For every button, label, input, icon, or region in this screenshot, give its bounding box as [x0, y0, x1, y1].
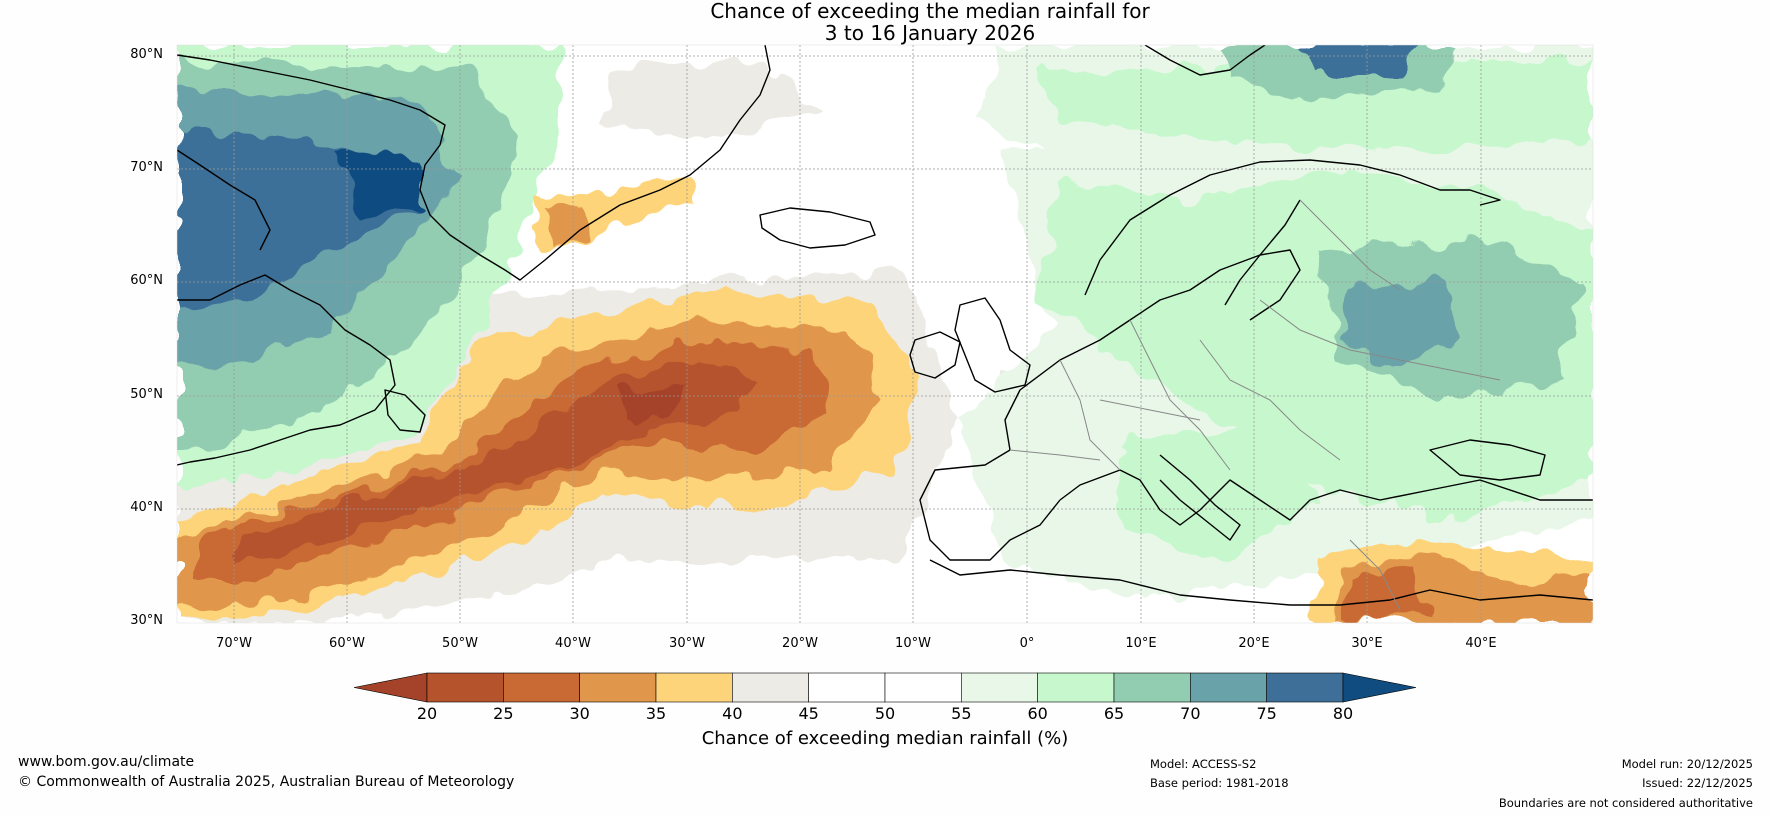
coast-africa-north	[929, 559, 1593, 606]
colorbar-tick-80: 80	[1332, 704, 1354, 723]
lon-label-30e: 30°E	[1351, 636, 1383, 651]
lon-label-20w: 20°W	[782, 636, 818, 651]
colorbar-label: Chance of exceeding median rainfall (%)	[701, 728, 1069, 749]
lat-label-80n: 80°N	[130, 47, 163, 62]
footer-copyright: © Commonwealth of Australia 2025, Austra…	[18, 774, 515, 790]
region-blue-arctic	[1300, 45, 1420, 75]
graticule	[177, 45, 1593, 623]
footer-model-run: Model run: 20/12/2025	[1621, 757, 1753, 771]
region-brown-africa	[1340, 565, 1430, 623]
region-darkblue-west	[340, 150, 420, 215]
title-line-1: Chance of exceeding the median rainfall …	[710, 0, 1150, 23]
title-line-2: 3 to 16 January 2026	[824, 21, 1036, 45]
region-bluegrey-east	[1340, 280, 1460, 370]
coast-baffin	[177, 149, 271, 251]
lat-label-70n: 70°N	[130, 160, 163, 175]
region-orange-greenland	[545, 205, 590, 245]
colorbar-tick-35: 35	[645, 704, 667, 723]
coast-blacksea	[1429, 439, 1546, 481]
coast-sweden	[1224, 199, 1301, 306]
colorbar-tick-65: 65	[1103, 704, 1125, 723]
colorbar-tick-75: 75	[1256, 704, 1277, 723]
colorbar-tick-50: 50	[874, 704, 896, 723]
colorbar-tick-60: 60	[1027, 704, 1048, 723]
footer-website[interactable]: www.bom.gov.au/climate	[18, 754, 195, 770]
lon-label-10w: 10°W	[895, 636, 931, 651]
region-grey-north	[600, 60, 820, 140]
coastlines	[177, 45, 1593, 606]
coast-italy	[1159, 454, 1241, 541]
lat-label-60n: 60°N	[130, 273, 163, 288]
lat-label-40n: 40°N	[130, 500, 163, 515]
coast-med-north	[1059, 469, 1593, 526]
lon-label-20e: 20°E	[1238, 636, 1270, 651]
colorbar-tick-20: 20	[416, 704, 438, 723]
colorbar-tick-40: 40	[722, 704, 743, 723]
country-borders	[1009, 199, 1501, 611]
lon-label-0: 0°	[1019, 636, 1035, 651]
coast-britain	[954, 297, 1031, 393]
lon-label-50w: 50°W	[442, 636, 478, 651]
region-darkbrown-core	[620, 385, 680, 425]
colorbar-tick-45: 45	[798, 704, 819, 723]
footer-base-period: Base period: 1981-2018	[1150, 776, 1289, 790]
colorbar-tick-55: 55	[951, 704, 972, 723]
colorbar-tick-25: 25	[493, 704, 514, 723]
lon-label-40e: 40°E	[1465, 636, 1497, 651]
coast-ireland	[909, 331, 961, 379]
region-green-arctic	[1040, 60, 1593, 150]
footer-disclaimer: Boundaries are not considered authoritat…	[1498, 796, 1753, 810]
footer-model: Model: ACCESS-S2	[1150, 757, 1257, 771]
lon-label-30w: 30°W	[669, 636, 705, 651]
coast-norway	[1084, 159, 1501, 296]
colorbar-tick-70: 70	[1180, 704, 1201, 723]
coast-greenland	[177, 45, 771, 281]
lon-label-70w: 70°W	[216, 636, 252, 651]
map-frame	[176, 44, 1594, 624]
lat-label-50n: 50°N	[130, 387, 163, 402]
lon-label-10e: 10°E	[1125, 636, 1157, 651]
lat-label-30n: 30°N	[130, 613, 163, 628]
colorbar-tick-30: 30	[569, 704, 590, 723]
map-title: Chance of exceeding the median rainfall …	[0, 0, 1770, 44]
coast-iceland	[759, 207, 876, 249]
lon-label-40w: 40°W	[555, 636, 591, 651]
coast-newfoundland	[384, 389, 426, 433]
footer-issued: Issued: 22/12/2025	[1642, 776, 1753, 790]
coast-svalbard	[1144, 45, 1266, 76]
coast-labrador	[177, 274, 396, 466]
lon-label-60w: 60°W	[329, 636, 365, 651]
coast-europe-west	[919, 319, 1131, 561]
